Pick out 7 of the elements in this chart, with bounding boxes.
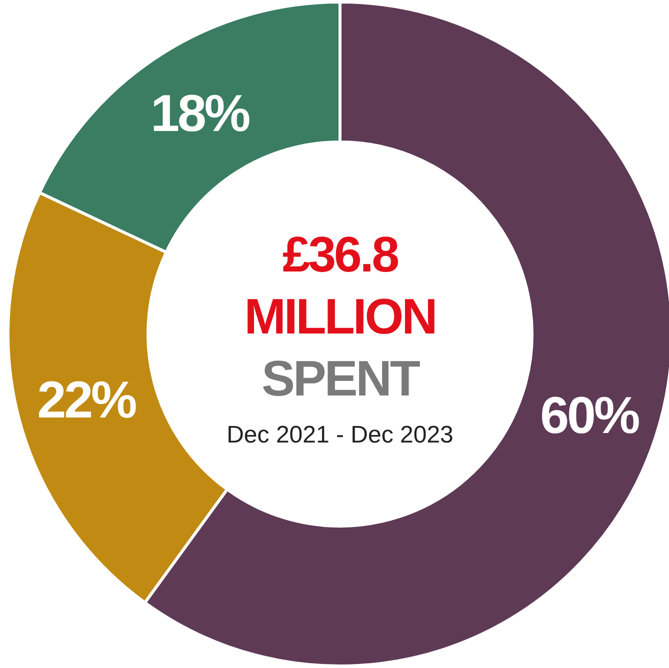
data-label: 18% bbox=[150, 84, 250, 143]
data-label: 60% bbox=[540, 387, 639, 446]
text: MILLION bbox=[244, 288, 436, 344]
text: Dec 2021 - Dec 2023 bbox=[226, 421, 454, 448]
text: SPENT bbox=[262, 350, 420, 406]
data-label: 22% bbox=[37, 371, 136, 430]
text: £36.8 bbox=[282, 226, 399, 282]
